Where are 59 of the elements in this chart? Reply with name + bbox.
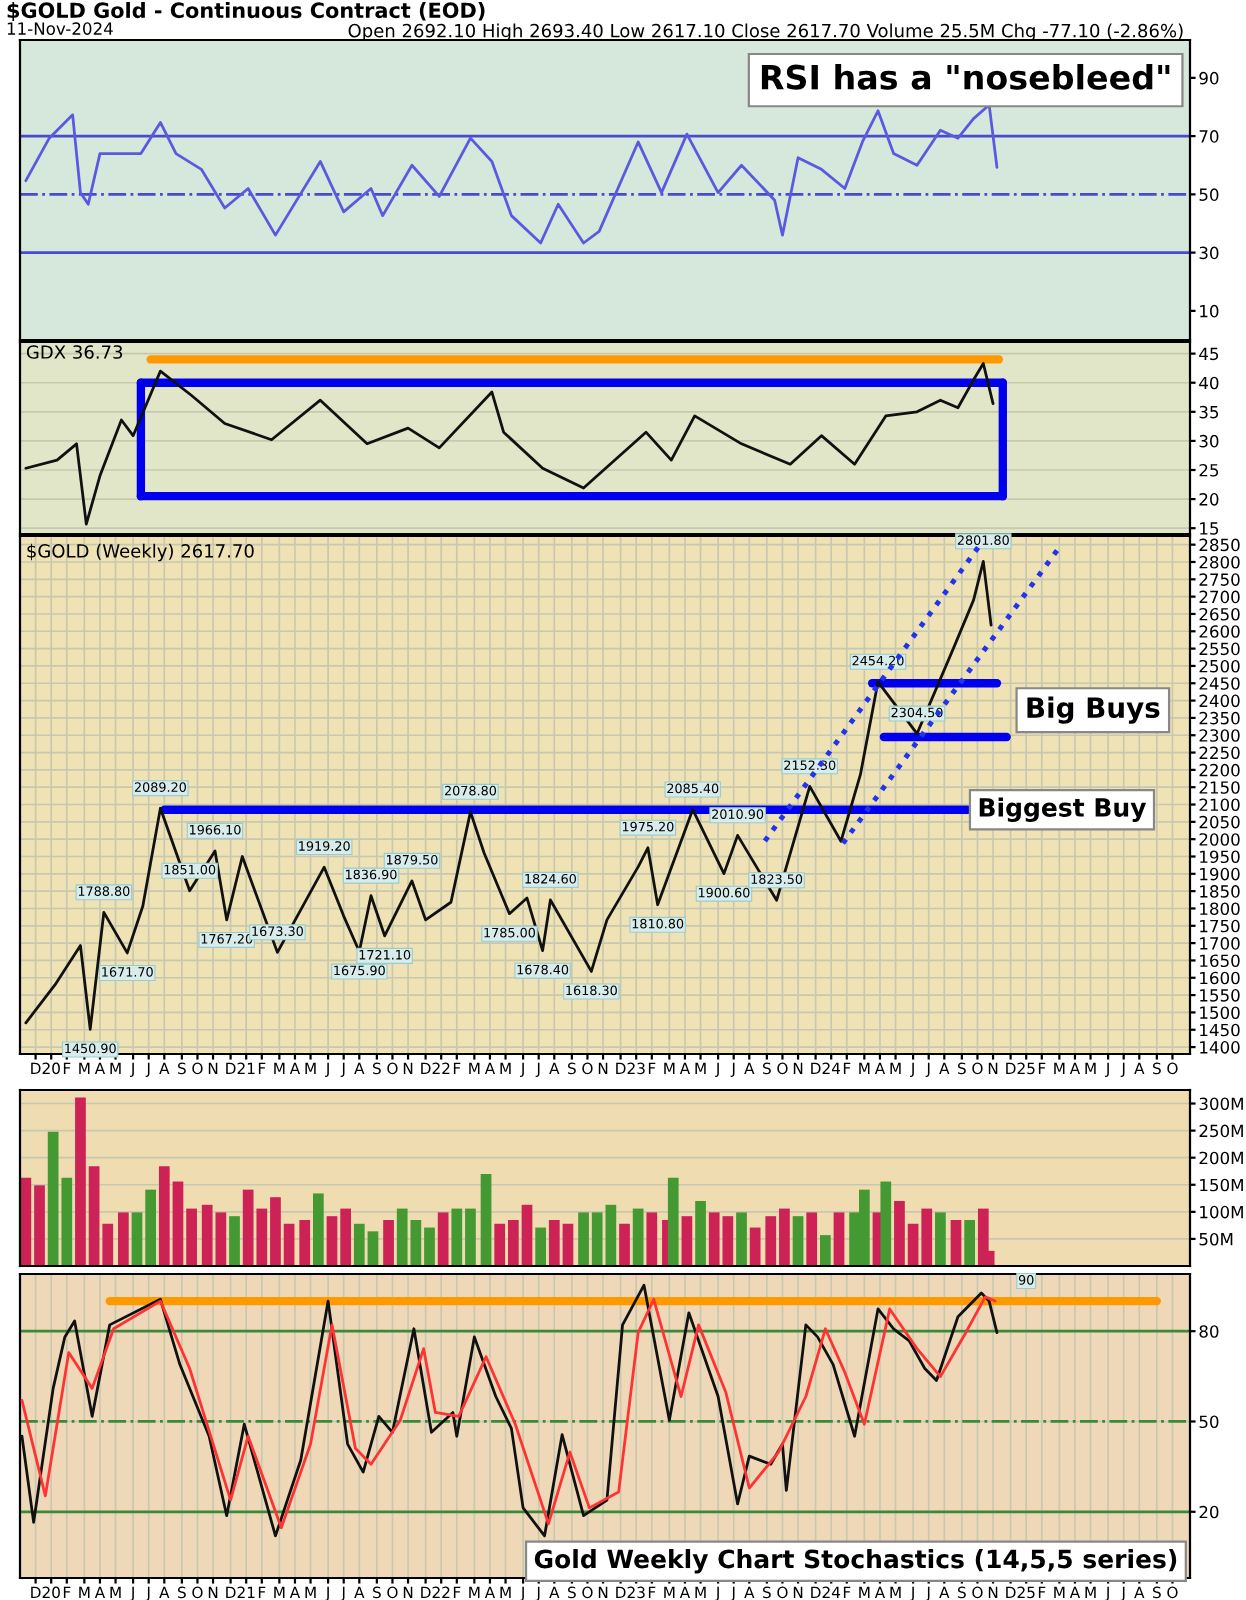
y-tick-label: 25 <box>1199 463 1219 477</box>
y-tick-label: 20 <box>1199 493 1219 506</box>
y-tick-label: 1750 <box>1200 919 1240 933</box>
y-tick-label: 2650 <box>1199 607 1240 621</box>
y-tick-label: 2600 <box>1199 625 1240 638</box>
y-tick-label: 20 <box>1199 1505 1219 1519</box>
y-tick-label: 1400 <box>1200 1041 1240 1054</box>
y-tick-label: 2700 <box>1199 590 1240 604</box>
y-tick-label: 2550 <box>1199 642 1240 656</box>
y-tick-label: 90 <box>1199 71 1219 85</box>
y-tick-label: 2050 <box>1199 815 1240 829</box>
y-tick-label: 1950 <box>1200 850 1240 864</box>
y-tick-label: 2100 <box>1199 798 1240 812</box>
y-tick-label: 150M <box>1200 1178 1243 1192</box>
chart-subtitle: 11-Nov-2024 <box>7 22 113 35</box>
annotation: Big Buys <box>1027 696 1160 724</box>
y-tick-label: 10 <box>1200 304 1219 318</box>
chart-title: $GOLD (Weekly) 2617.70 <box>27 543 254 562</box>
annotation: RSI has a "nosebleed" <box>761 64 1170 90</box>
annotation: Biggest Buy <box>979 797 1147 822</box>
y-tick-label: 2150 <box>1199 781 1240 794</box>
y-tick-label: 1800 <box>1200 902 1240 916</box>
y-tick-label: 80 <box>1199 1325 1219 1338</box>
y-tick-label: 1450 <box>1200 1023 1240 1037</box>
y-tick-label: 2300 <box>1199 729 1240 742</box>
y-tick-label: 50M <box>1199 1232 1233 1246</box>
y-tick-label: 45 <box>1199 347 1219 361</box>
chart-title: GDX 36.73 <box>26 345 123 359</box>
y-tick-label: 300M <box>1199 1097 1243 1111</box>
y-tick-label: 35 <box>1199 405 1219 419</box>
y-tick-label: 1850 <box>1200 885 1240 898</box>
y-tick-label: 2000 <box>1199 833 1240 846</box>
y-tick-label: 1600 <box>1200 971 1240 985</box>
annotation: Gold Weekly Chart Stochastics (14,5,5 series) <box>534 1549 1177 1574</box>
y-tick-label: 2800 <box>1199 555 1240 569</box>
y-tick-label: 2500 <box>1199 659 1240 673</box>
y-tick-label: 1700 <box>1200 937 1240 950</box>
y-tick-label: 1650 <box>1200 954 1240 968</box>
y-tick-label: 2750 <box>1199 573 1240 586</box>
y-tick-label: 250M <box>1199 1124 1243 1138</box>
y-tick-label: 1900 <box>1200 867 1240 881</box>
y-tick-label: 1500 <box>1200 1006 1240 1019</box>
y-tick-label: 30 <box>1199 434 1219 448</box>
y-tick-label: 2400 <box>1199 694 1240 708</box>
y-tick-label: 200M <box>1199 1151 1243 1165</box>
y-tick-label: 2450 <box>1199 677 1240 690</box>
y-tick-label: 40 <box>1199 376 1219 390</box>
y-tick-label: 2350 <box>1199 711 1240 725</box>
y-tick-label: 30 <box>1199 246 1219 260</box>
y-tick-label: 15 <box>1200 522 1219 535</box>
y-tick-label: 2850 <box>1199 538 1240 552</box>
y-tick-label: 2250 <box>1199 746 1240 760</box>
y-tick-label: 50 <box>1199 1415 1219 1429</box>
y-tick-label: 70 <box>1199 130 1219 143</box>
y-tick-label: 2200 <box>1199 763 1240 777</box>
y-tick-label: 50 <box>1199 188 1219 201</box>
y-tick-label: 100M <box>1200 1205 1243 1219</box>
y-tick-label: 1550 <box>1200 989 1240 1002</box>
chart-title: $GOLD Gold - Continuous Contract (EOD) <box>7 2 485 21</box>
